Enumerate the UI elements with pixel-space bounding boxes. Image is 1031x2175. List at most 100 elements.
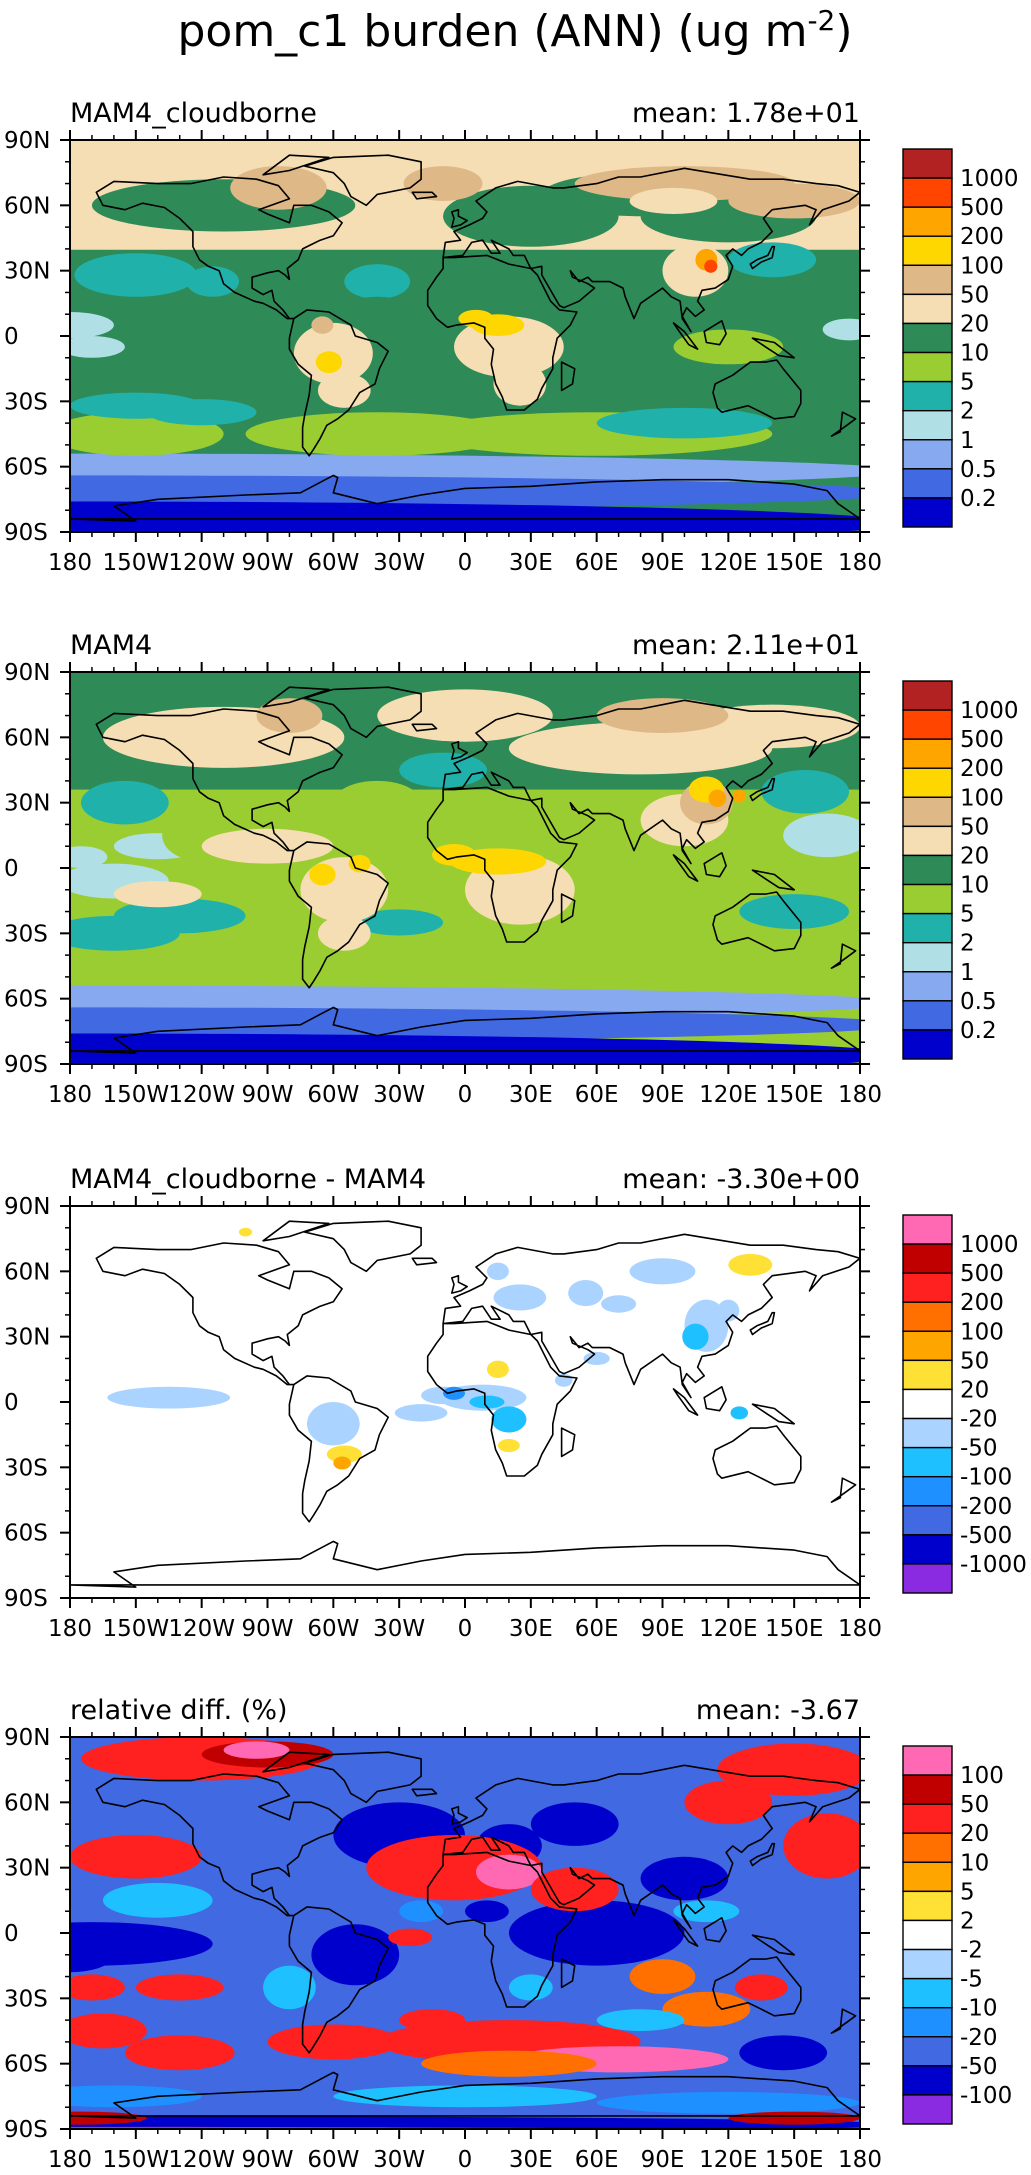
lon-tick-label: 60E (575, 550, 619, 576)
colorbar-label: -20 (960, 1407, 998, 1433)
contour-region (730, 1406, 749, 1420)
lat-tick-label: 90N (4, 660, 50, 686)
lon-tick-label: 120W (168, 550, 235, 576)
contour-region (102, 1882, 213, 1918)
lon-tick-label: 90E (641, 2147, 685, 2173)
lon-tick-label: 150W (103, 550, 170, 576)
colorbar-swatch (902, 1563, 953, 1594)
contour-region (70, 475, 860, 511)
colorbar-swatch (902, 1948, 953, 1980)
colorbar-label: -20 (960, 2025, 998, 2051)
colorbar-swatch (902, 971, 953, 1002)
lon-tick-label: 30E (509, 1616, 553, 1642)
contour-region (728, 183, 860, 219)
lat-tick-label: 30S (4, 1455, 48, 1481)
contour-region (399, 752, 487, 788)
colorbar-swatch (902, 1272, 953, 1303)
colorbar-swatch (902, 2065, 953, 2096)
lon-tick-label: 90W (241, 550, 293, 576)
colorbar-label: 1000 (960, 166, 1019, 192)
colorbar-swatch (902, 1446, 953, 1478)
colorbar-swatch (902, 767, 953, 799)
contour-region (201, 828, 334, 864)
map-panel-2: MAM4 mean: 2.11e+01 180 150W 120W 90W 60W 30W 0 3… (4, 630, 1019, 1108)
lat-tick-label: 30S (4, 921, 48, 947)
contour-region (186, 266, 239, 297)
lon-tick-label: 180 (48, 550, 92, 576)
colorbar-label: 1000 (960, 698, 1019, 724)
colorbar: 1000 500 200 100 50 20 -20 -50 -100 -200 -500 -1000 (902, 1214, 1027, 1594)
colorbar-swatch (902, 709, 953, 740)
colorbar-label: 200 (960, 1290, 1004, 1316)
contour-region (805, 861, 860, 897)
colorbar-swatch (902, 854, 953, 886)
colorbar-swatch (902, 2094, 953, 2125)
lon-tick-label: 120W (168, 1616, 235, 1642)
colorbar-label: -2 (960, 1938, 983, 1964)
contour-region (583, 1351, 610, 1365)
contour-region (475, 1854, 542, 1890)
contour-region (491, 1406, 527, 1433)
contour-region (74, 253, 198, 297)
field-shading (70, 672, 860, 1064)
contour-region (348, 854, 371, 873)
lon-tick-label: 60E (575, 2147, 619, 2173)
colorbar-label: 5 (960, 370, 975, 396)
contour-region (355, 909, 444, 936)
colorbar-swatch (902, 1890, 953, 1922)
colorbar-label: 5 (960, 1879, 975, 1905)
colorbar-swatch (902, 1832, 953, 1864)
colorbar-label: 20 (960, 311, 989, 337)
lon-tick-label: 150E (765, 1082, 823, 1108)
colorbar-label: 1 (960, 428, 975, 454)
colorbar-label: 100 (960, 1319, 1004, 1345)
contour-region (783, 1813, 860, 1879)
contour-region (662, 244, 729, 297)
map-panel-3: MAM4_cloudborne - MAM4 mean: -3.30e+00 180… (4, 1164, 1027, 1642)
colorbar-label: 50 (960, 1348, 989, 1374)
lon-tick-label: 0 (458, 1616, 473, 1642)
colorbar-swatch (902, 1417, 953, 1449)
colorbar-swatch (902, 1029, 953, 1060)
colorbar-swatch (902, 825, 953, 857)
colorbar: 1000 500 200 100 50 20 10 5 2 1 0.5 0.2 (902, 148, 1019, 528)
lon-tick-label: 120E (699, 1082, 757, 1108)
contour-region (337, 296, 417, 332)
colorbar-label: 50 (960, 1792, 989, 1818)
panel-title: MAM4 (70, 630, 152, 661)
colorbar-label: 20 (960, 1377, 989, 1403)
colorbar-label: 2 (960, 1908, 975, 1934)
lon-tick-label: 90W (241, 2147, 293, 2173)
contour-region (673, 1900, 740, 1923)
lon-tick-label: 120E (699, 2147, 757, 2173)
contour-region (399, 1900, 444, 1923)
coastlines (70, 686, 860, 1054)
colorbar-swatch (902, 439, 953, 470)
field-shading (70, 140, 860, 532)
lat-tick-label: 60N (4, 1259, 50, 1285)
lat-tick-label: 0 (4, 1390, 19, 1416)
lat-tick-label: 60S (4, 1521, 48, 1547)
colorbar-label: 0.2 (960, 1018, 997, 1044)
lon-tick-label: 30W (373, 550, 425, 576)
lon-tick-label: 90W (241, 1082, 293, 1108)
contour-region (662, 1991, 751, 2027)
lon-tick-label: 60W (307, 1082, 359, 1108)
colorbar-swatch (902, 1359, 953, 1391)
contour-region (107, 1386, 231, 1409)
colorbar-swatch (902, 1475, 953, 1507)
panel-mean: mean: 2.11e+01 (632, 630, 860, 661)
contour-region (682, 1323, 709, 1350)
contour-region (80, 780, 169, 825)
lon-tick-label: 30W (373, 1616, 425, 1642)
colorbar-swatch (902, 235, 953, 267)
field-shading (70, 1737, 860, 2129)
contour-region (486, 1262, 509, 1281)
contour-region (629, 883, 740, 919)
lon-tick-label: 180 (48, 2147, 92, 2173)
colorbar-swatch (902, 1861, 953, 1893)
contour-region (486, 1360, 509, 1379)
colorbar-swatch (902, 912, 953, 944)
colorbar-swatch (902, 2006, 953, 2038)
